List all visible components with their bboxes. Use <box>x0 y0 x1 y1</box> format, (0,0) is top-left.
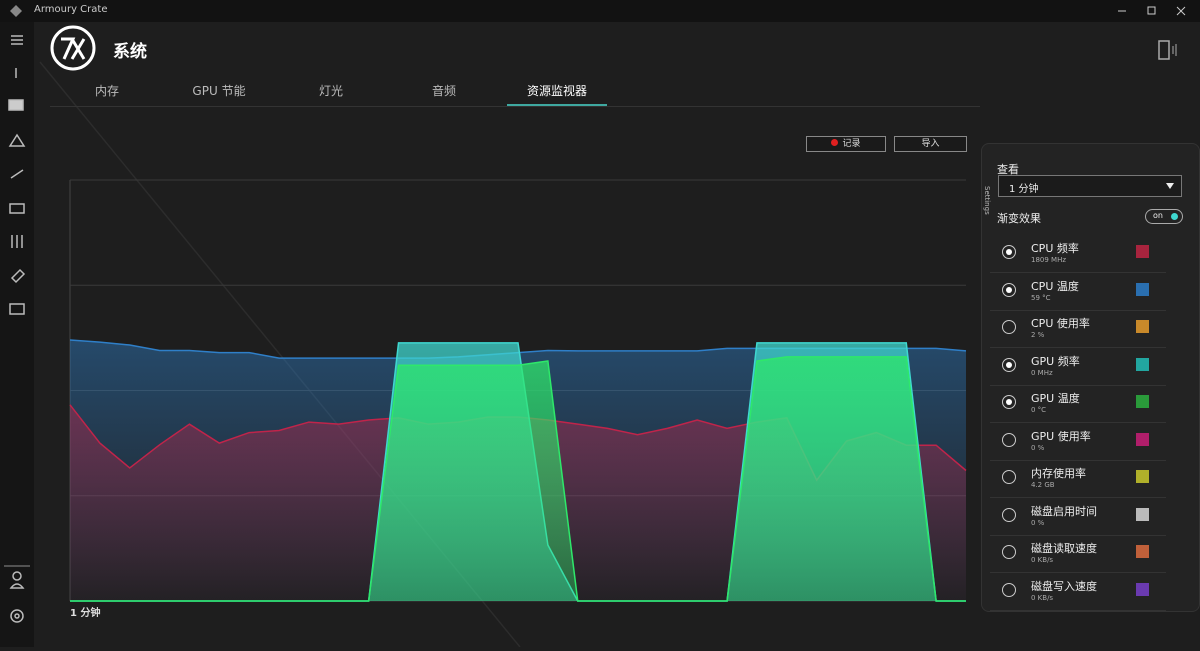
view-label: 查看 <box>997 163 1019 176</box>
nav-icons[interactable] <box>0 22 34 647</box>
metric-row[interactable]: GPU 温度 0 °C <box>990 386 1166 423</box>
radio-button[interactable] <box>1002 432 1016 447</box>
metric-value: 0 KB/s <box>1031 593 1054 602</box>
toggle-knob <box>1171 213 1178 220</box>
metric-row[interactable]: CPU 温度 59 °C <box>990 274 1166 311</box>
radio-button[interactable] <box>1002 320 1016 334</box>
radio-button[interactable] <box>1002 507 1016 522</box>
metric-name: CPU 频率 <box>1031 242 1079 255</box>
color-swatch[interactable] <box>1136 395 1149 408</box>
metric-value: 0 KB/s <box>1031 556 1054 564</box>
radio-dot <box>1006 399 1012 405</box>
metric-name: 磁盘写入速度 <box>1031 579 1097 593</box>
nav-sidebar <box>0 22 34 647</box>
record-button[interactable]: 记录 <box>806 136 886 152</box>
toggle-text: on <box>1153 211 1163 220</box>
radio-dot <box>1006 286 1012 293</box>
color-swatch[interactable] <box>1136 432 1149 446</box>
color-swatch[interactable] <box>1136 470 1149 483</box>
metric-value: 59 °C <box>1031 293 1051 302</box>
page-title: 系统 <box>113 42 147 62</box>
dropdown-arrow <box>1166 183 1174 189</box>
series-line <box>70 356 966 602</box>
metric-value: 4.2 GB <box>1031 481 1055 489</box>
metric-value: 1809 MHz <box>1031 256 1067 264</box>
tab[interactable]: GPU 节能 <box>192 84 246 98</box>
radio-button[interactable] <box>1002 582 1016 597</box>
metric-name: CPU 使用率 <box>1031 317 1090 330</box>
metric-name: GPU 频率 <box>1031 354 1080 368</box>
settings-side-label[interactable]: Settings <box>983 186 991 215</box>
app-icon <box>10 5 22 17</box>
record-label: 记录 <box>842 139 861 149</box>
radio-dot <box>1006 361 1012 368</box>
color-swatch[interactable] <box>1136 582 1149 596</box>
title-bar: Armoury Crate <box>0 0 1200 22</box>
color-swatch[interactable] <box>1136 545 1149 558</box>
color-swatch[interactable] <box>1136 507 1149 521</box>
metric-name: 磁盘启用时间 <box>1031 504 1097 518</box>
metric-value: 0 MHz <box>1031 368 1053 377</box>
metric-row[interactable]: CPU 频率 1809 MHz <box>990 236 1166 273</box>
metric-value: 0 % <box>1031 443 1045 452</box>
radio-dot <box>1006 249 1012 255</box>
tab[interactable]: 灯光 <box>318 84 344 98</box>
color-swatch[interactable] <box>1136 245 1149 258</box>
import-label: 导入 <box>921 139 940 149</box>
metric-row[interactable]: 磁盘读取速度 0 KB/s <box>990 536 1166 573</box>
tab[interactable]: 资源监视器 <box>526 84 588 98</box>
radio-button[interactable] <box>1002 282 1016 297</box>
color-swatch[interactable] <box>1136 282 1149 296</box>
gradient-label: 渐变效果 <box>997 212 1041 225</box>
metric-name: GPU 温度 <box>1031 392 1080 405</box>
window-controls[interactable] <box>1110 0 1200 22</box>
metric-row[interactable]: GPU 频率 0 MHz <box>990 349 1166 386</box>
chart: 1 分钟 <box>69 179 967 619</box>
x-axis-label: 1 分钟 <box>70 606 100 619</box>
gradient-toggle[interactable]: on <box>1145 209 1183 224</box>
view-value: 1 分钟 <box>1009 184 1039 195</box>
color-swatch[interactable] <box>1136 320 1149 333</box>
radio-button[interactable] <box>1002 470 1016 484</box>
tab[interactable]: 音频 <box>431 84 457 98</box>
color-swatch[interactable] <box>1136 357 1149 371</box>
metric-row[interactable]: CPU 使用率 2 % <box>990 311 1166 348</box>
metric-row[interactable]: 磁盘写入速度 0 KB/s <box>990 574 1166 611</box>
import-button[interactable]: 导入 <box>894 136 967 152</box>
device-icon[interactable] <box>1156 38 1180 62</box>
tab-divider <box>50 106 980 107</box>
metric-value: 0 % <box>1031 518 1045 527</box>
radio-button[interactable] <box>1002 245 1016 259</box>
metric-name: CPU 温度 <box>1031 279 1079 293</box>
metric-name: GPU 使用率 <box>1031 429 1091 443</box>
radio-button[interactable] <box>1002 357 1016 372</box>
app-title: Armoury Crate <box>34 4 108 15</box>
active-tab-underline <box>507 104 607 106</box>
logo <box>50 25 96 71</box>
area-fill <box>70 356 966 601</box>
metric-value: 0 °C <box>1031 406 1047 414</box>
tab[interactable]: 内存 <box>94 84 120 98</box>
metric-row[interactable]: GPU 使用率 0 % <box>990 424 1166 461</box>
metric-name: 内存使用率 <box>1031 467 1086 480</box>
radio-button[interactable] <box>1002 545 1016 559</box>
metric-name: 磁盘读取速度 <box>1031 542 1097 555</box>
view-dropdown[interactable]: 1 分钟 <box>998 175 1182 197</box>
radio-button[interactable] <box>1002 395 1016 409</box>
metric-row[interactable]: 内存使用率 4.2 GB <box>990 461 1166 498</box>
metric-row[interactable]: 磁盘启用时间 0 % <box>990 499 1166 536</box>
metric-value: 2 % <box>1031 331 1045 339</box>
